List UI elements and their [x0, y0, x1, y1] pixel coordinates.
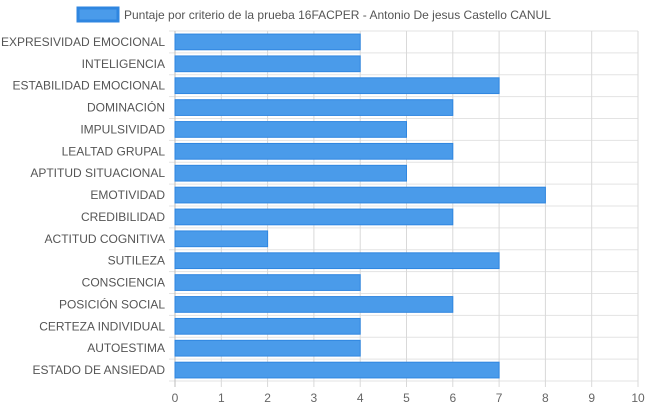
category-label: APTITUD SITUACIONAL [30, 166, 165, 180]
bar[interactable] [174, 230, 269, 248]
category-label: CONSCIENCIA [82, 276, 165, 290]
legend-swatch [76, 6, 120, 23]
bar[interactable] [174, 274, 361, 291]
legend-label: Puntaje por criterio de la prueba 16FACP… [124, 8, 551, 22]
category-label: ACTITUD COGNITIVA [45, 232, 165, 246]
x-tick-label: 1 [218, 391, 225, 405]
x-tick-label: 7 [496, 391, 503, 405]
bar[interactable] [174, 208, 454, 226]
category-label: EMOTIVIDAD [90, 188, 165, 202]
bar[interactable] [174, 55, 361, 73]
category-label: POSICIÓN SOCIAL [59, 296, 165, 311]
category-label: EXPRESIVIDAD EMOCIONAL [1, 35, 165, 49]
category-label: CREDIBILIDAD [81, 210, 165, 224]
bar[interactable] [174, 99, 454, 116]
x-tick-label: 4 [357, 391, 364, 405]
category-label: AUTOESTIMA [87, 341, 165, 355]
x-tick-label: 6 [449, 391, 456, 405]
bar[interactable] [174, 164, 407, 182]
category-label: DOMINACIÓN [87, 100, 165, 115]
bar[interactable] [174, 77, 500, 95]
bar[interactable] [174, 142, 454, 160]
bar[interactable] [174, 296, 454, 313]
category-label: LEALTAD GRUPAL [62, 144, 166, 158]
category-label: ESTADO DE ANSIEDAD [33, 363, 166, 377]
category-labels: EXPRESIVIDAD EMOCIONAL INTELIGENCIA ESTABI… [1, 35, 165, 377]
x-tick-label: 3 [311, 391, 318, 405]
legend[interactable]: Puntaje por criterio de la prueba 16FACP… [76, 6, 551, 23]
bar[interactable] [174, 361, 500, 379]
x-tick-label: 5 [403, 391, 410, 405]
x-tick-label: 8 [542, 391, 549, 405]
bar[interactable] [174, 33, 361, 51]
bar[interactable] [174, 186, 546, 204]
x-tick-label: 9 [588, 391, 595, 405]
x-axis-ticks: 0 1 2 3 4 5 6 7 8 9 10 [172, 391, 645, 405]
x-tick-label: 2 [264, 391, 271, 405]
category-label: ESTABILIDAD EMOCIONAL [13, 79, 166, 93]
x-tick-label: 10 [631, 391, 645, 405]
category-label: SUTILEZA [108, 254, 165, 268]
bar[interactable] [174, 121, 407, 138]
category-label: CERTEZA INDIVIDUAL [39, 319, 165, 333]
category-label: IMPULSIVIDAD [80, 122, 165, 136]
bar[interactable] [174, 317, 361, 335]
x-tick-label: 0 [172, 391, 179, 405]
bars [174, 33, 546, 379]
category-label: INTELIGENCIA [82, 57, 165, 71]
bar[interactable] [174, 339, 361, 357]
bar[interactable] [174, 252, 500, 270]
